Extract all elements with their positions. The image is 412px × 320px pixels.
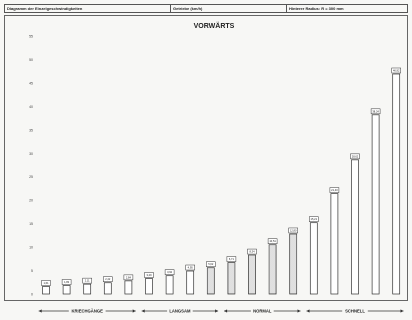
header-cell-radius: Hinterer Radius: R = 300 mm [289,6,344,11]
y-tick-label-7: 35 [29,128,33,132]
y-tick-label-11: 55 [29,35,33,39]
value-label-10: 6,71 [229,257,235,261]
value-label-12: 10,51 [269,239,276,243]
value-label-17: 38,24 [372,109,379,113]
group-arrowhead-left-1 [38,309,42,313]
value-label-box-7 [164,269,175,275]
bar-9 [206,267,215,295]
value-label-box-11 [247,248,257,255]
value-label-box-13 [288,227,298,234]
group-label-bg-3 [250,307,274,315]
chart-title: VORWÄRTS [194,22,235,30]
value-label-6: 3,29 [146,273,152,277]
value-label-box-1 [41,280,51,286]
y-tick-label-2: 10 [29,246,33,250]
value-label-5: 2,84 [126,275,132,279]
bar-15 [330,193,339,295]
header-table: Diagramm der Einzelgeschwindigkeiten Get… [4,4,408,13]
group-label-bg-1 [68,307,106,315]
value-label-3: 2,11 [85,279,90,283]
y-tick-label-8: 40 [29,105,33,109]
value-label-box-8 [185,264,195,271]
y-tick-label-0: 0 [31,293,33,297]
group-arrowhead-right-4 [400,309,404,313]
group-arrowhead-right-2 [215,309,219,313]
bar-10 [227,262,236,295]
value-label-box-5 [123,274,134,281]
group-arrowhead-right-1 [132,309,136,313]
bar-2 [62,285,71,295]
bar-13 [289,233,298,295]
value-label-box-9 [206,261,216,267]
group-arrowhead-right-3 [297,309,301,313]
group-label-bg-4 [342,307,368,315]
speed-groups: KRIECHGÄNGE LANGSAM NORMAL SCHNELL [38,307,404,315]
value-label-box-4 [103,276,113,282]
value-label-18: 46,92 [393,68,400,72]
value-label-9: 5,62 [208,262,214,266]
value-label-box-14 [309,216,319,222]
value-label-14: 15,21 [311,217,318,221]
header-cell-gear: Getriebe (km/h) [171,5,287,12]
bar-8 [186,270,195,295]
bar-4 [103,282,112,295]
y-tick-label-3: 15 [29,222,33,226]
value-label-box-17 [370,108,381,115]
bar-14 [309,222,318,295]
value-label-11: 8,34 [249,250,255,254]
group-label-3: NORMAL [253,309,272,314]
bar-7 [165,275,174,295]
value-label-box-2 [61,279,72,285]
bar-17 [371,114,380,295]
y-tick-labels: 0 5 10 15 20 25 30 35 40 45 50 55 [29,35,33,297]
bar-3 [83,283,92,295]
bar-12 [268,244,277,295]
bar-6 [145,278,153,295]
value-label-box-3 [82,277,92,284]
value-label-16: 28,62 [352,154,359,158]
value-label-7: 3,92 [167,270,173,274]
group-label-bg-2 [167,307,193,315]
value-label-box-12 [267,238,278,244]
group-label-2: LANGSAM [169,309,191,314]
value-label-1: 1,61 [43,281,49,285]
group-arrowhead-left-2 [141,309,145,313]
group-label-1: KRIECHGÄNGE [71,309,103,314]
bar-11 [248,254,256,295]
group-arrowhead-left-3 [224,309,228,313]
value-label-8: 4,95 [188,266,194,270]
value-label-box-16 [350,153,360,160]
bar-16 [351,159,359,295]
y-tick-label-4: 20 [29,199,33,203]
y-tick-label-10: 50 [29,58,33,62]
bar-1 [42,286,50,295]
value-label-box-6 [144,272,154,278]
bar-5 [124,280,133,295]
header-cell-diagram: Diagramm der Einzelgeschwindigkeiten [5,5,171,12]
value-label-4: 2,42 [105,277,111,281]
bars: 1,61 1,83 2,11 2,42 2,84 3,29 3,92 4,95 5,62 6,71… [41,67,401,295]
value-label-15: 21,40 [331,188,338,192]
bar-18 [392,73,401,295]
y-tick-label-9: 45 [29,81,33,85]
y-tick-label-5: 25 [29,175,33,179]
y-tick-label-6: 30 [29,152,33,156]
value-label-box-15 [329,187,340,193]
value-label-box-18 [391,67,401,74]
group-label-4: SCHNELL [345,309,365,314]
value-label-box-10 [226,256,237,262]
chart-frame [4,15,408,301]
value-label-13: 12,80 [290,228,297,232]
y-tick-label-1: 5 [31,269,33,273]
value-label-2: 1,83 [64,280,70,284]
group-arrowhead-left-4 [306,309,310,313]
